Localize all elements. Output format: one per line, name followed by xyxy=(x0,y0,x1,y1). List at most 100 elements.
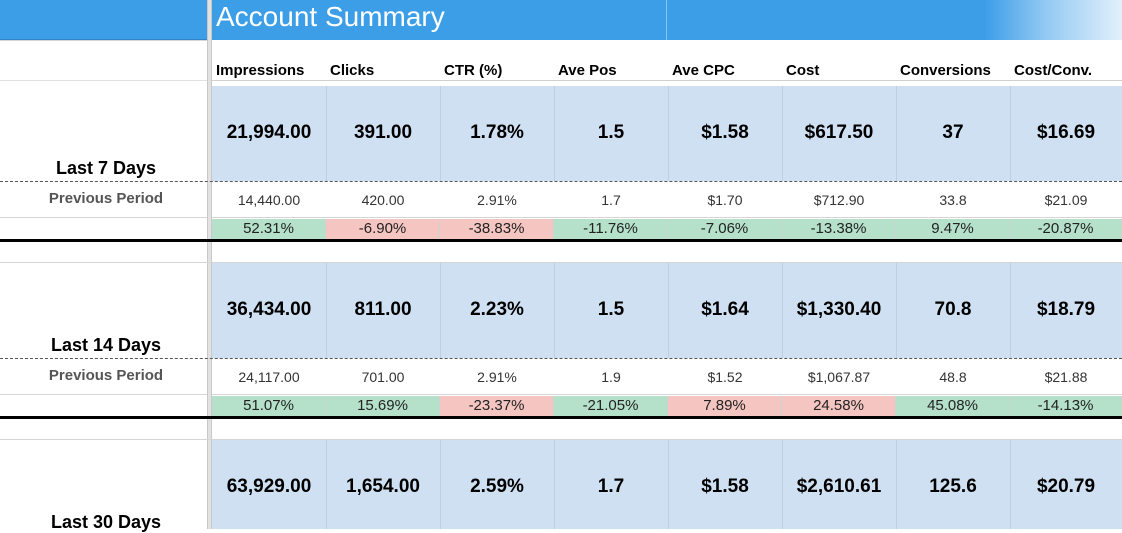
previous-value-cell[interactable]: 33.8 xyxy=(939,192,967,208)
change-cell-positive[interactable]: 51.07% xyxy=(212,396,326,416)
change-cell-positive[interactable]: -14.13% xyxy=(1010,396,1122,416)
previous-value-cell[interactable]: 420.00 xyxy=(361,192,405,208)
current-value-cell[interactable]: $2,610.61 xyxy=(796,476,882,497)
column-divider xyxy=(782,440,783,529)
column-header[interactable]: Ave CPC xyxy=(672,62,735,79)
current-value-cell[interactable]: $18.79 xyxy=(1036,299,1096,320)
current-value-cell[interactable]: 1.5 xyxy=(597,299,625,320)
previous-value-cell[interactable]: $21.88 xyxy=(1044,369,1088,385)
previous-value-cell[interactable]: 48.8 xyxy=(939,369,967,385)
current-period-band xyxy=(212,86,1122,181)
current-value-cell[interactable]: 1,654.00 xyxy=(346,476,420,497)
row-gridline xyxy=(0,80,207,81)
current-value-cell[interactable]: 811.00 xyxy=(354,299,412,320)
current-value-cell[interactable]: 1.78% xyxy=(470,122,524,143)
row-gridline xyxy=(0,40,207,41)
previous-value-cell[interactable]: $1,067.87 xyxy=(807,369,871,385)
title-bar-gradient xyxy=(985,0,1122,40)
previous-value-cell[interactable]: 14,440.00 xyxy=(237,192,301,208)
column-divider xyxy=(440,86,441,181)
row-gridline xyxy=(0,394,207,395)
change-cell-negative[interactable]: -38.83% xyxy=(440,219,554,239)
current-value-cell[interactable]: $20.79 xyxy=(1036,476,1096,497)
column-divider xyxy=(554,86,555,181)
change-cell-negative[interactable]: 24.58% xyxy=(782,396,896,416)
column-divider xyxy=(326,263,327,358)
column-divider xyxy=(1010,86,1011,181)
previous-value-cell[interactable]: $21.09 xyxy=(1044,192,1088,208)
row-gridline xyxy=(0,262,1122,263)
current-value-cell[interactable]: 36,434.00 xyxy=(226,299,312,320)
change-cell-positive[interactable]: 52.31% xyxy=(212,219,326,239)
title-cell-divider xyxy=(666,0,667,40)
frozen-column-divider[interactable] xyxy=(207,0,212,529)
current-value-cell[interactable]: 1.7 xyxy=(597,476,625,497)
current-value-cell[interactable]: $1,330.40 xyxy=(796,299,882,320)
column-divider xyxy=(668,263,669,358)
title-left-cell[interactable] xyxy=(0,0,207,40)
previous-value-cell[interactable]: 701.00 xyxy=(361,369,405,385)
previous-period-label[interactable]: Previous Period xyxy=(48,367,164,384)
previous-period-label[interactable]: Previous Period xyxy=(48,190,164,207)
row-gridline xyxy=(0,439,1122,440)
change-cell-positive[interactable]: 45.08% xyxy=(896,396,1010,416)
change-cell-positive[interactable]: -11.76% xyxy=(554,219,668,239)
column-header[interactable]: Clicks xyxy=(330,62,375,79)
change-cell-negative[interactable]: -6.90% xyxy=(326,219,440,239)
period-separator xyxy=(0,358,1122,359)
current-period-band xyxy=(212,263,1122,358)
current-value-cell[interactable]: $617.50 xyxy=(804,122,874,143)
previous-value-cell[interactable]: $712.90 xyxy=(813,192,865,208)
column-divider xyxy=(896,86,897,181)
change-cell-positive[interactable]: -7.06% xyxy=(668,219,782,239)
current-value-cell[interactable]: 125.6 xyxy=(929,476,977,497)
column-header[interactable]: CTR (%) xyxy=(444,62,503,79)
change-cell-positive[interactable]: -13.38% xyxy=(782,219,896,239)
column-divider xyxy=(326,86,327,181)
previous-value-cell[interactable]: $1.70 xyxy=(707,192,743,208)
column-divider xyxy=(1010,440,1011,529)
previous-value-cell[interactable]: $1.52 xyxy=(707,369,743,385)
column-header[interactable]: Cost/Conv. xyxy=(1014,62,1093,79)
period-label[interactable]: Last 7 Days xyxy=(55,158,157,178)
change-cell-positive[interactable]: 15.69% xyxy=(326,396,440,416)
period-label[interactable]: Last 30 Days xyxy=(50,512,162,532)
current-value-cell[interactable]: 37 xyxy=(942,122,964,143)
current-value-cell[interactable]: 21,994.00 xyxy=(226,122,312,143)
previous-value-cell[interactable]: 2.91% xyxy=(477,192,517,208)
previous-value-cell[interactable]: 1.7 xyxy=(601,192,621,208)
current-value-cell[interactable]: 2.59% xyxy=(470,476,524,497)
column-header[interactable]: Impressions xyxy=(216,62,305,79)
current-value-cell[interactable]: $1.58 xyxy=(701,476,749,497)
current-value-cell[interactable]: 1.5 xyxy=(597,122,625,143)
column-divider xyxy=(554,263,555,358)
column-divider xyxy=(782,86,783,181)
current-value-cell[interactable]: 70.8 xyxy=(934,299,972,320)
current-value-cell[interactable]: $1.64 xyxy=(701,299,749,320)
current-value-cell[interactable]: 2.23% xyxy=(470,299,524,320)
current-value-cell[interactable]: $16.69 xyxy=(1036,122,1096,143)
column-divider xyxy=(782,263,783,358)
previous-value-cell[interactable]: 24,117.00 xyxy=(238,369,300,385)
change-cell-positive[interactable]: -20.87% xyxy=(1010,219,1122,239)
current-value-cell[interactable]: 391.00 xyxy=(353,122,413,143)
column-divider xyxy=(554,440,555,529)
previous-value-cell[interactable]: 1.9 xyxy=(601,369,621,385)
change-cell-negative[interactable]: -23.37% xyxy=(440,396,554,416)
header-underline xyxy=(212,80,1122,81)
column-header[interactable]: Cost xyxy=(786,62,820,79)
column-header[interactable]: Ave Pos xyxy=(558,62,617,79)
current-value-cell[interactable]: 63,929.00 xyxy=(226,476,312,497)
change-cell-positive[interactable]: 9.47% xyxy=(896,219,1010,239)
section-divider xyxy=(0,416,1122,419)
current-value-cell[interactable]: $1.58 xyxy=(701,122,749,143)
period-label[interactable]: Last 14 Days xyxy=(50,335,162,355)
change-cell-positive[interactable]: -21.05% xyxy=(554,396,668,416)
previous-value-cell[interactable]: 2.91% xyxy=(477,369,517,385)
row-gridline xyxy=(212,217,1122,218)
column-header[interactable]: Conversions xyxy=(900,62,991,79)
column-divider xyxy=(440,263,441,358)
row-gridline xyxy=(212,394,1122,395)
change-cell-negative[interactable]: 7.89% xyxy=(668,396,782,416)
section-divider xyxy=(0,239,1122,242)
